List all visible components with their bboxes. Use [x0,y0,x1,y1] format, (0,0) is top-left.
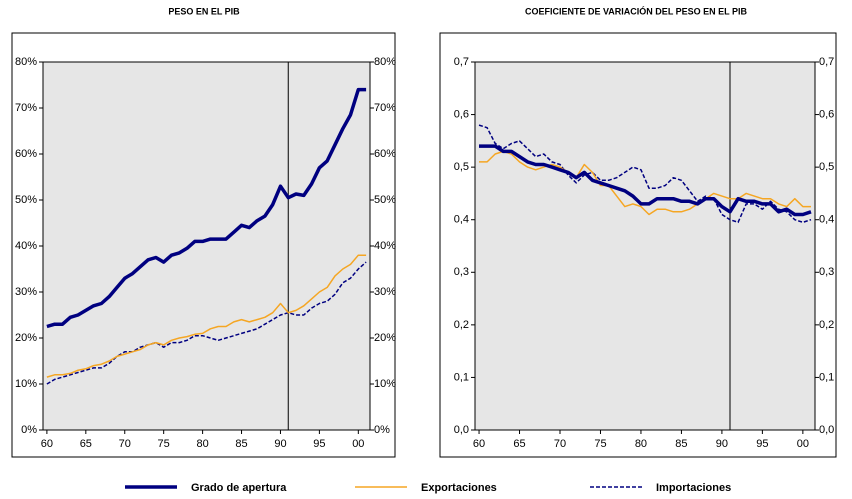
y-tick-label: 60% [15,148,37,160]
y-tick-label: 0,0 [454,424,469,436]
chart-title: PESO EN EL PIB [168,6,240,16]
x-tick-label: 70 [119,438,131,450]
y2-tick-label: 0,6 [819,108,834,120]
x-tick-label: 85 [675,438,687,450]
y2-tick-label: 10% [374,378,396,390]
y-tick-label: 80% [15,56,37,68]
y-tick-label: 0,4 [454,214,469,226]
legend-label: Importaciones [656,482,731,494]
plot-area [42,61,371,431]
x-tick-label: 90 [274,438,286,450]
y-tick-label: 40% [15,240,37,252]
x-tick-label: 60 [473,438,485,450]
y2-tick-label: 80% [374,56,396,68]
x-tick-label: 85 [235,438,247,450]
y-tick-label: 10% [15,378,37,390]
x-tick-label: 70 [554,438,566,450]
panel-frame [439,32,837,458]
y2-tick-label: 0,4 [819,214,834,226]
plot-area [474,61,816,431]
y-tick-label: 0,1 [454,371,469,383]
x-tick-label: 75 [158,438,170,450]
y2-tick-label: 20% [374,332,396,344]
y-tick-label: 0,3 [454,266,469,278]
x-tick-label: 75 [594,438,606,450]
y2-tick-label: 0,2 [819,319,834,331]
y-tick-label: 0,6 [454,108,469,120]
series-line [46,254,367,378]
series-line [479,150,811,216]
x-tick-label: 80 [635,438,647,450]
x-tick-label: 60 [41,438,53,450]
y2-tick-label: 0,0 [819,424,834,436]
y2-tick-label: 40% [374,240,396,252]
x-tick-label: 80 [196,438,208,450]
chart-title: COEFICIENTE DE VARIACIÓN DEL PESO EN EL … [525,5,748,16]
series-line [46,87,367,329]
series-line [478,124,812,224]
y2-tick-label: 60% [374,148,396,160]
y2-tick-label: 30% [374,286,396,298]
legend-label: Exportaciones [421,482,497,494]
y-tick-label: 0,5 [454,161,469,173]
y-tick-label: 0,2 [454,319,469,331]
y-tick-label: 20% [15,332,37,344]
y-tick-label: 50% [15,194,37,206]
x-tick-label: 90 [716,438,728,450]
x-tick-label: 95 [313,438,325,450]
series-line [46,261,367,385]
x-tick-label: 65 [513,438,525,450]
y2-tick-label: 0% [374,424,390,436]
x-tick-label: 65 [80,438,92,450]
y2-tick-label: 0,7 [819,56,834,68]
series-line [479,144,812,217]
legend-label: Grado de apertura [191,482,287,494]
y-tick-label: 30% [15,286,37,298]
y2-tick-label: 50% [374,194,396,206]
x-tick-label: 00 [797,438,809,450]
y2-tick-label: 0,5 [819,161,834,173]
y-tick-label: 0,7 [454,56,469,68]
panel-frame [11,32,396,458]
y2-tick-label: 0,1 [819,371,834,383]
y2-tick-label: 0,3 [819,266,834,278]
x-tick-label: 95 [756,438,768,450]
y-tick-label: 70% [15,102,37,114]
y-tick-label: 0% [21,424,37,436]
x-tick-label: 00 [352,438,364,450]
y2-tick-label: 70% [374,102,396,114]
